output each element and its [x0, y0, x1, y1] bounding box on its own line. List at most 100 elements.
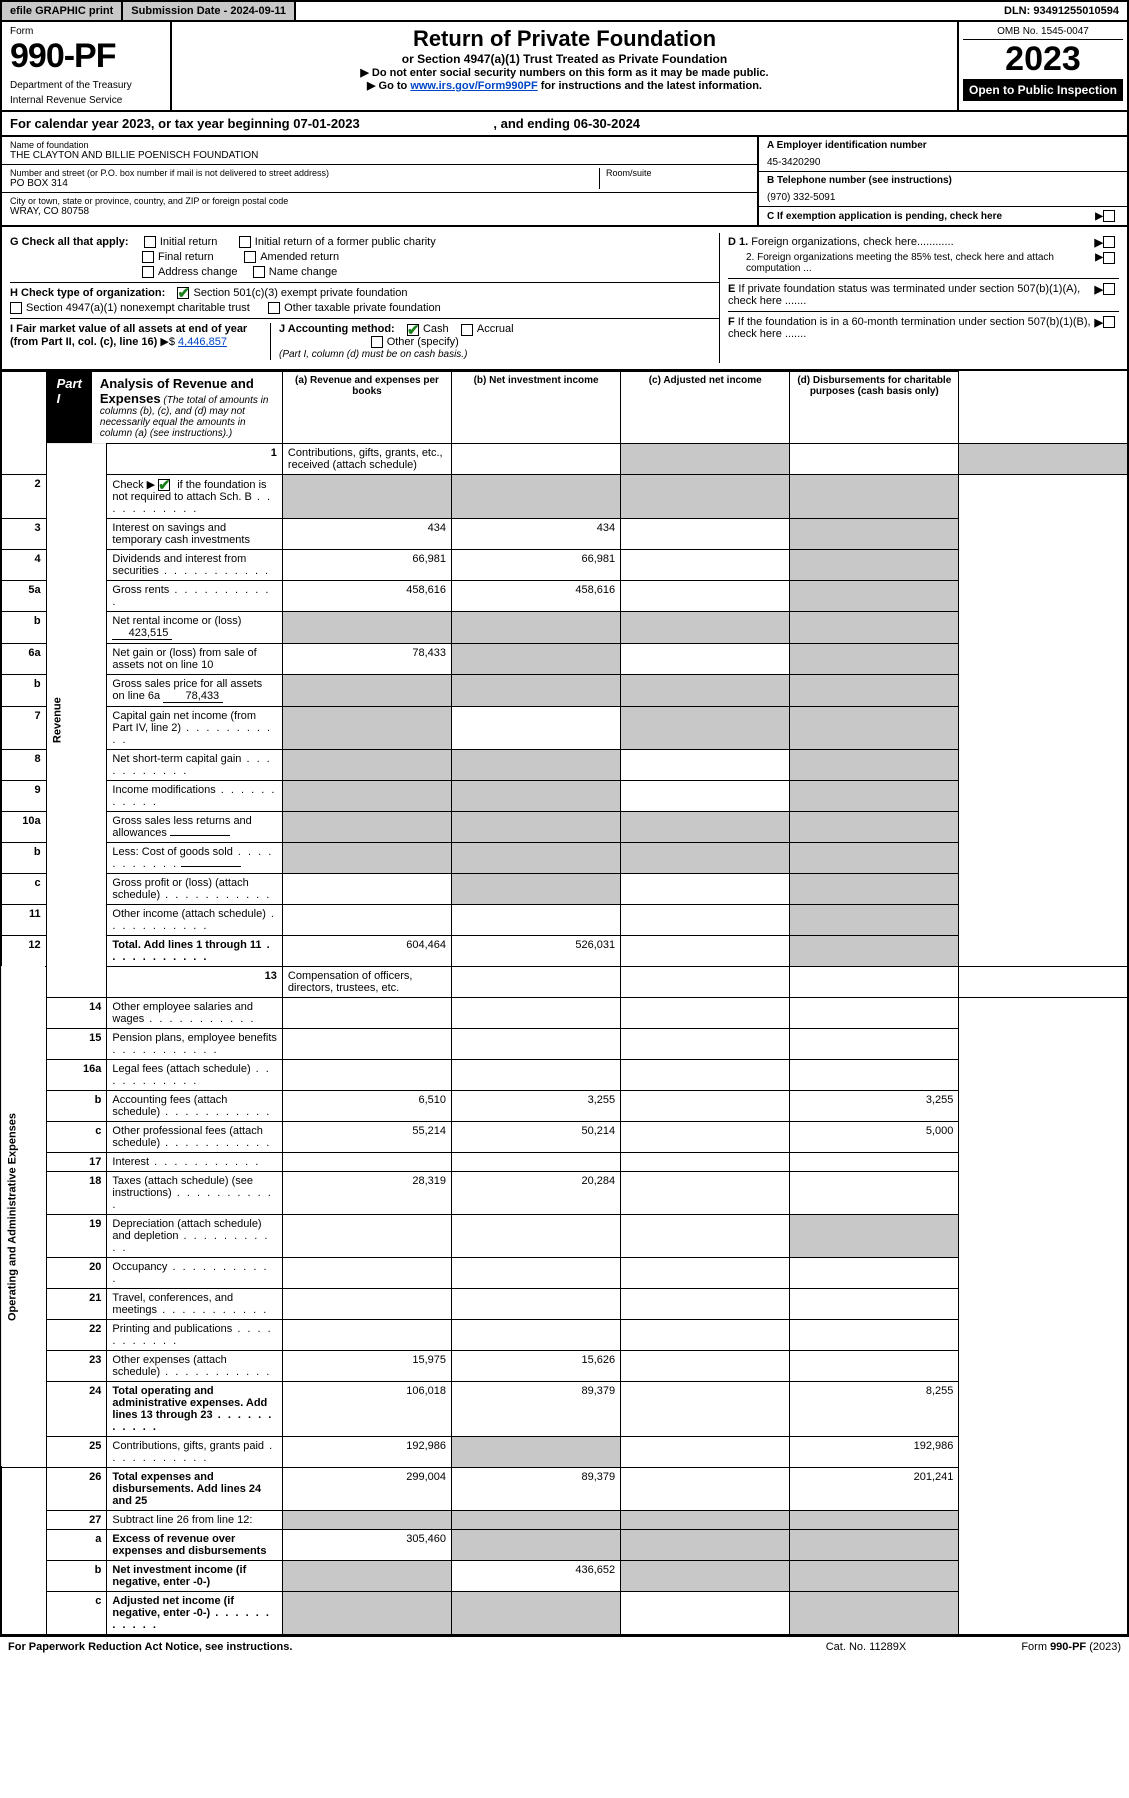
form-number: 990-PF — [10, 37, 162, 76]
irs-link[interactable]: www.irs.gov/Form990PF — [410, 80, 537, 92]
table-row: 15Pension plans, employee benefits — [1, 1028, 1128, 1059]
table-row: 27Subtract line 26 from line 12: — [1, 1510, 1128, 1529]
d1-label: D 1. Foreign organizations, check here..… — [728, 236, 1095, 249]
table-row: Operating and Administrative Expenses 13… — [1, 966, 1128, 997]
g-label: G Check all that apply: — [10, 236, 129, 248]
top-bar: efile GRAPHIC print Submission Date - 20… — [0, 0, 1129, 22]
d2-cb[interactable] — [1103, 252, 1115, 264]
table-row: 11Other income (attach schedule) — [1, 904, 1128, 935]
form-header: Form 990-PF Department of the Treasury I… — [0, 22, 1129, 112]
table-row: 5aGross rents458,616458,616 — [1, 580, 1128, 611]
form-subtitle: or Section 4947(a)(1) Trust Treated as P… — [182, 52, 947, 66]
address: PO BOX 314 — [10, 178, 599, 189]
g-initial-cb[interactable] — [144, 236, 156, 248]
part1-table: Part I Analysis of Revenue and Expenses … — [0, 371, 1129, 1636]
ein: 45-3420290 — [767, 157, 1119, 168]
table-row: cGross profit or (loss) (attach schedule… — [1, 873, 1128, 904]
form-label: Form — [10, 26, 162, 37]
col-c: (c) Adjusted net income — [621, 371, 790, 443]
table-row: 9Income modifications — [1, 780, 1128, 811]
ein-label: A Employer identification number — [767, 140, 1119, 151]
footer-catno: Cat. No. 11289X — [781, 1641, 951, 1653]
table-row: 23Other expenses (attach schedule)15,975… — [1, 1350, 1128, 1381]
table-row: 7Capital gain net income (from Part IV, … — [1, 706, 1128, 749]
c-checkbox[interactable] — [1103, 210, 1115, 222]
e-label: E If private foundation status was termi… — [728, 283, 1095, 307]
h-501c3-cb[interactable] — [177, 287, 189, 299]
e-cb[interactable] — [1103, 283, 1115, 295]
info-block: Name of foundation THE CLAYTON AND BILLI… — [0, 137, 1129, 227]
table-row: bNet rental income or (loss) 423,515 — [1, 611, 1128, 643]
room-label: Room/suite — [606, 168, 749, 178]
table-row: 20Occupancy — [1, 1257, 1128, 1288]
table-row: 18Taxes (attach schedule) (see instructi… — [1, 1171, 1128, 1214]
table-row: 14Other employee salaries and wages — [1, 997, 1128, 1028]
table-row: 21Travel, conferences, and meetings — [1, 1288, 1128, 1319]
dept-irs: Internal Revenue Service — [10, 95, 162, 106]
table-row: 6aNet gain or (loss) from sale of assets… — [1, 643, 1128, 674]
table-row: bLess: Cost of goods sold — [1, 842, 1128, 873]
table-row: 12Total. Add lines 1 through 11604,46452… — [1, 935, 1128, 966]
table-row: cOther professional fees (attach schedul… — [1, 1121, 1128, 1152]
note-ssn: ▶ Do not enter social security numbers o… — [182, 66, 947, 79]
j-cash-cb[interactable] — [407, 324, 419, 336]
footer-left: For Paperwork Reduction Act Notice, see … — [8, 1641, 781, 1653]
name-label: Name of foundation — [10, 140, 749, 150]
c-label: C If exemption application is pending, c… — [767, 211, 1095, 222]
j-note: (Part I, column (d) must be on cash basi… — [279, 349, 467, 360]
check-section: G Check all that apply: Initial return I… — [0, 227, 1129, 371]
table-row: aExcess of revenue over expenses and dis… — [1, 1529, 1128, 1560]
omb-number: OMB No. 1545-0047 — [963, 26, 1123, 40]
g-final-cb[interactable] — [142, 251, 154, 263]
city: WRAY, CO 80758 — [10, 206, 749, 217]
submission-date: Submission Date - 2024-09-11 — [123, 2, 296, 20]
table-row: 22Printing and publications — [1, 1319, 1128, 1350]
tax-year: 2023 — [963, 40, 1123, 79]
table-row: cAdjusted net income (if negative, enter… — [1, 1591, 1128, 1635]
f-label: F If the foundation is in a 60-month ter… — [728, 316, 1095, 340]
footer-right: Form 990-PF (2023) — [951, 1641, 1121, 1653]
j-accrual-cb[interactable] — [461, 324, 473, 336]
table-row: 10aGross sales less returns and allowanc… — [1, 811, 1128, 842]
h-other-cb[interactable] — [268, 302, 280, 314]
foundation-name: THE CLAYTON AND BILLIE POENISCH FOUNDATI… — [10, 150, 749, 161]
table-row: 25Contributions, gifts, grants paid192,9… — [1, 1436, 1128, 1467]
dept-treasury: Department of the Treasury — [10, 80, 162, 91]
open-public: Open to Public Inspection — [963, 79, 1123, 101]
form-title: Return of Private Foundation — [182, 26, 947, 52]
schb-cb[interactable] — [158, 479, 170, 491]
calendar-year-row: For calendar year 2023, or tax year begi… — [0, 112, 1129, 137]
col-d: (d) Disbursements for charitable purpose… — [790, 371, 959, 443]
h-4947-cb[interactable] — [10, 302, 22, 314]
table-row: 2Check ▶ if the foundation is not requir… — [1, 474, 1128, 518]
revenue-label: Revenue — [46, 443, 107, 997]
table-row: 4Dividends and interest from securities6… — [1, 549, 1128, 580]
efile-label[interactable]: efile GRAPHIC print — [2, 2, 123, 20]
table-row: bGross sales price for all assets on lin… — [1, 674, 1128, 706]
address-label: Number and street (or P.O. box number if… — [10, 168, 599, 178]
footer: For Paperwork Reduction Act Notice, see … — [0, 1636, 1129, 1657]
i-value[interactable]: 4,446,857 — [178, 336, 227, 348]
city-label: City or town, state or province, country… — [10, 196, 749, 206]
table-row: 26Total expenses and disbursements. Add … — [1, 1467, 1128, 1510]
g-initial-former-cb[interactable] — [239, 236, 251, 248]
col-a: (a) Revenue and expenses per books — [282, 371, 451, 443]
f-cb[interactable] — [1103, 316, 1115, 328]
table-row: bNet investment income (if negative, ent… — [1, 1560, 1128, 1591]
table-row: 17Interest — [1, 1152, 1128, 1171]
phone: (970) 332-5091 — [767, 192, 1119, 203]
table-row: 19Depreciation (attach schedule) and dep… — [1, 1214, 1128, 1257]
table-row: 3Interest on savings and temporary cash … — [1, 518, 1128, 549]
table-row: bAccounting fees (attach schedule)6,5103… — [1, 1090, 1128, 1121]
j-other-cb[interactable] — [371, 336, 383, 348]
opex-label: Operating and Administrative Expenses — [1, 966, 46, 1467]
g-addr-cb[interactable] — [142, 266, 154, 278]
g-name-cb[interactable] — [253, 266, 265, 278]
g-amended-cb[interactable] — [244, 251, 256, 263]
table-row: 24Total operating and administrative exp… — [1, 1381, 1128, 1436]
d1-cb[interactable] — [1103, 236, 1115, 248]
j-label: J Accounting method: — [279, 323, 395, 335]
part1-label: Part I — [47, 372, 92, 443]
dln: DLN: 93491255010594 — [996, 2, 1127, 20]
col-b: (b) Net investment income — [452, 371, 621, 443]
